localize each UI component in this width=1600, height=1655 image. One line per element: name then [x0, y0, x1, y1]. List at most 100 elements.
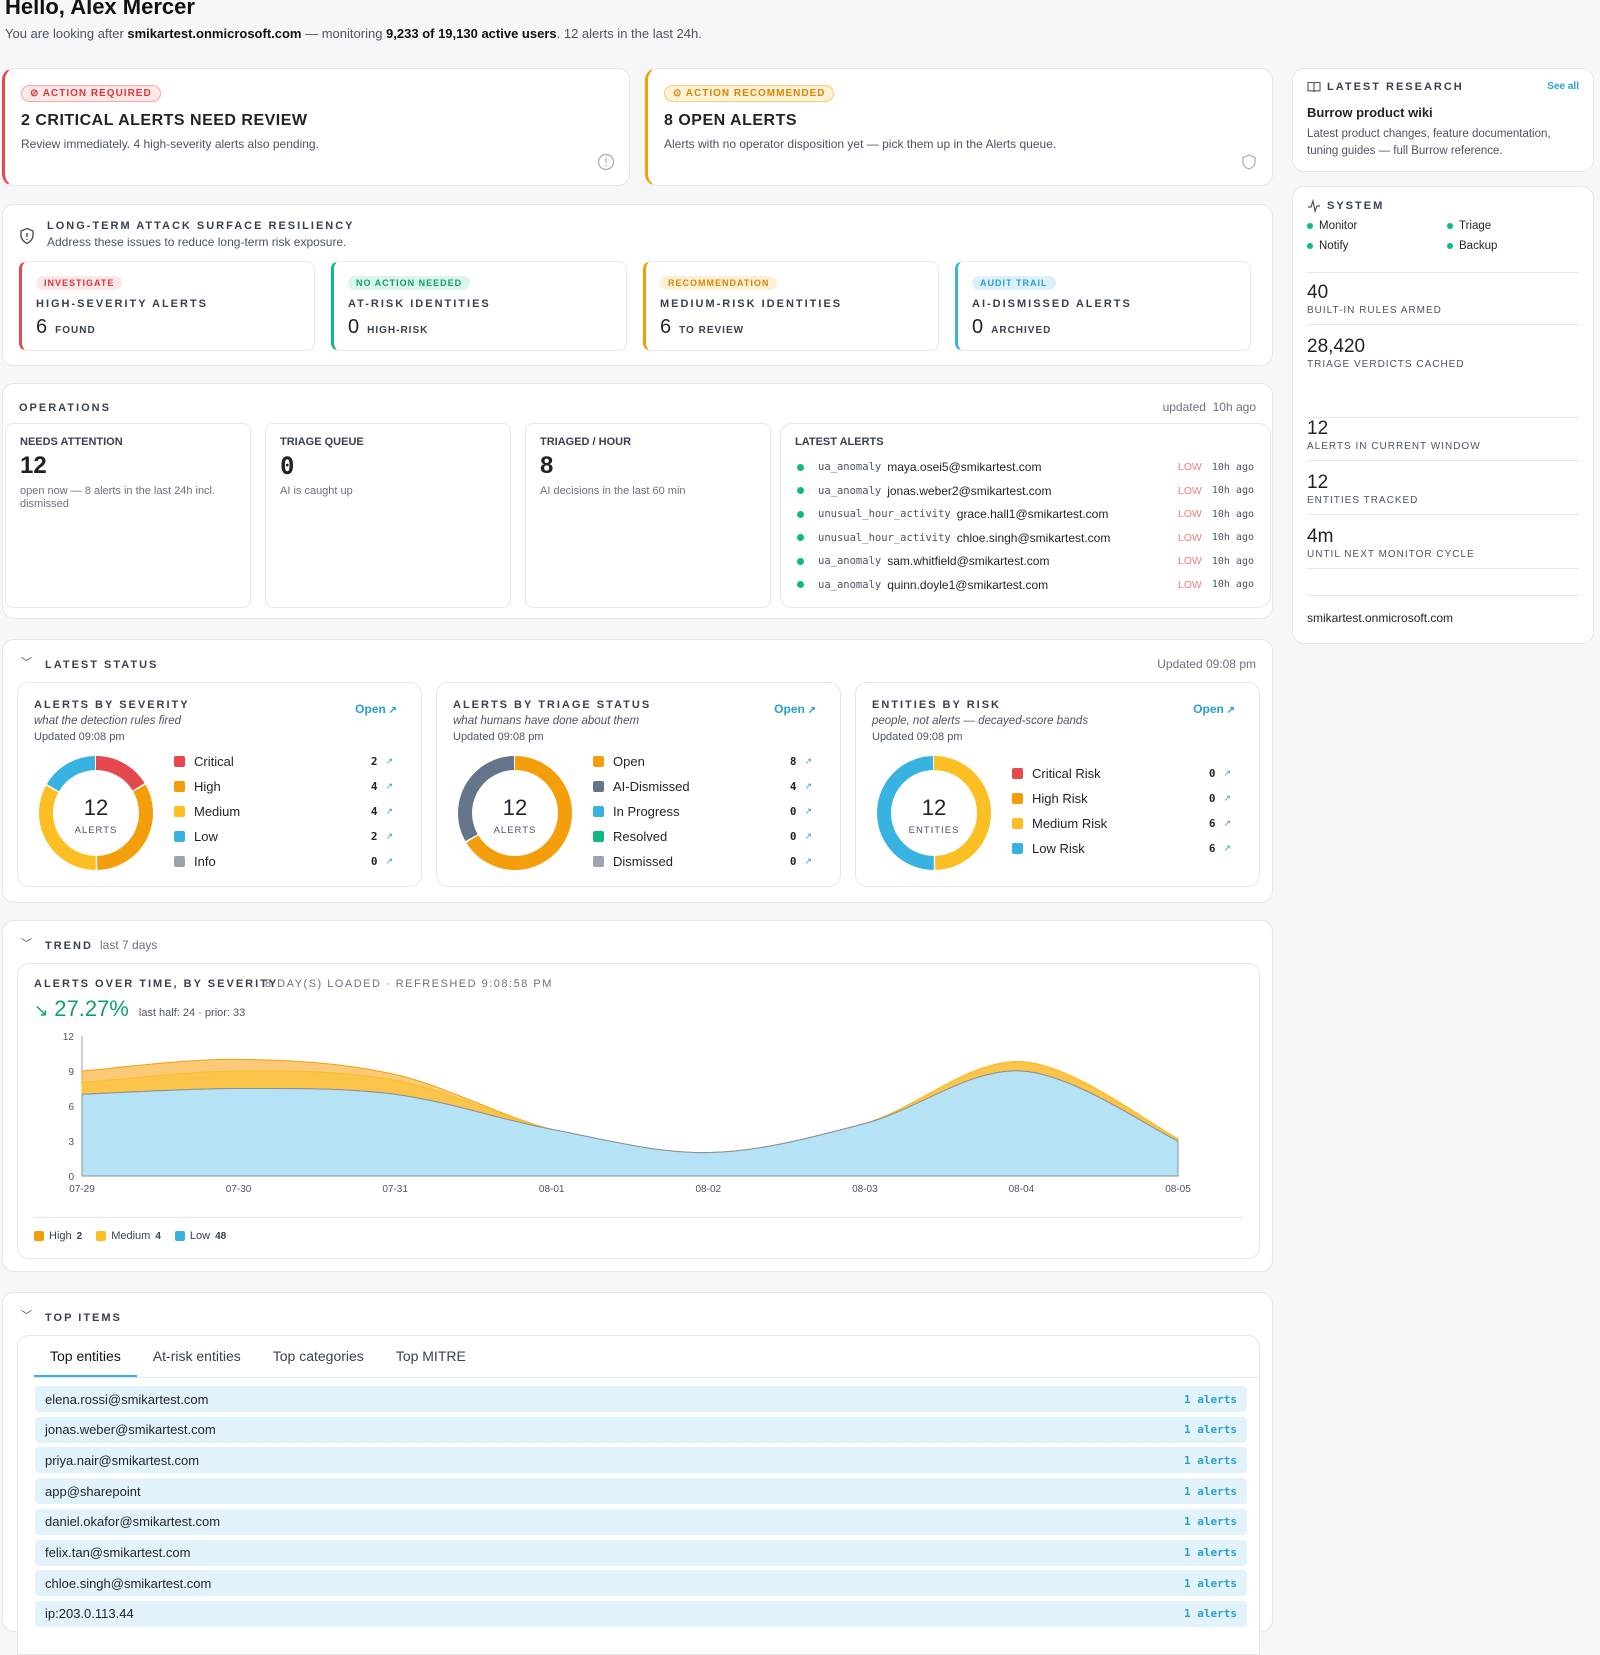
legend-label: Dismissed — [613, 854, 673, 869]
legend-label: High Risk — [1032, 791, 1088, 806]
chevron-down-icon[interactable]: ﹀ — [21, 938, 32, 950]
chevron-down-icon[interactable]: ﹀ — [21, 1310, 32, 1322]
tab-top-mitre[interactable]: Top MITRE — [395, 1348, 466, 1364]
critical-alerts-card[interactable]: ⊘ ACTION REQUIRED 2 CRITICAL ALERTS NEED… — [2, 68, 630, 186]
open-alerts-card[interactable]: ⊙ ACTION RECOMMENDED 8 OPEN ALERTS Alert… — [645, 68, 1273, 186]
resiliency-tile[interactable]: NO ACTION NEEDED AT-RISK IDENTITIES 0 HIGH-… — [331, 261, 627, 351]
y-tick-label: 12 — [63, 1032, 75, 1043]
tab-at-risk-entities[interactable]: At-risk entities — [152, 1348, 241, 1364]
research-heading[interactable]: Burrow product wiki — [1307, 105, 1433, 120]
legend-row[interactable]: Resolved 0 ↗ — [593, 824, 812, 849]
chevron-down-icon[interactable]: ﹀ — [21, 657, 32, 669]
legend-row[interactable]: Dismissed 0 ↗ — [593, 849, 812, 874]
legend-row[interactable]: In Progress 0 ↗ — [593, 799, 812, 824]
alert-severity: LOW — [1177, 578, 1202, 591]
x-tick-label: 07-29 — [69, 1184, 95, 1195]
divider — [1307, 595, 1579, 596]
top-entity-row[interactable]: daniel.okafor@smikartest.com 1 alerts — [35, 1508, 1247, 1535]
open-link[interactable]: Open ↗ — [774, 702, 816, 716]
entity-name: priya.nair@smikartest.com — [45, 1452, 200, 1468]
alert-user: grace.hall1@smikartest.com — [956, 507, 1109, 521]
legend-item[interactable]: Medium 4 — [96, 1230, 161, 1242]
legend-row[interactable]: Medium 4 ↗ — [174, 799, 393, 824]
alert-type: ua_anomaly — [818, 461, 882, 473]
resiliency-tile[interactable]: RECOMMENDATION MEDIUM-RISK IDENTITIES 6 TO … — [643, 261, 939, 351]
area-series-low-fill — [81, 1070, 1179, 1177]
tab-top-categories[interactable]: Top categories — [272, 1348, 364, 1364]
donut-slice[interactable] — [877, 756, 991, 870]
alert-user: chloe.singh@smikartest.com — [956, 530, 1111, 545]
legend-row[interactable]: Critical Risk 0 ↗ — [1012, 761, 1231, 786]
stat-label: ALERTS IN CURRENT WINDOW — [1307, 441, 1481, 452]
top-entity-row[interactable]: ip:203.0.113.44 1 alerts — [35, 1600, 1247, 1627]
legend-row[interactable]: High 4 ↗ — [174, 774, 393, 799]
top-entity-row[interactable]: app@sharepoint 1 alerts — [35, 1478, 1247, 1505]
latest-research-card[interactable]: LATEST RESEARCH See all Burrow product w… — [1292, 68, 1594, 172]
open-link[interactable]: Open ↗ — [1193, 702, 1235, 716]
donut-slice[interactable] — [877, 756, 991, 870]
x-tick-label: 08-05 — [1165, 1184, 1191, 1195]
top-entity-row[interactable]: jonas.weber@smikartest.com 1 alerts — [35, 1416, 1247, 1443]
legend-row[interactable]: Critical 2 ↗ — [174, 749, 393, 774]
top-entity-row[interactable]: elena.rossi@smikartest.com 1 alerts — [35, 1386, 1247, 1412]
legend-label: AI-Dismissed — [613, 779, 690, 794]
donut-total: 12 — [502, 795, 528, 820]
stat-value: 12 — [1307, 418, 1329, 439]
legend-row[interactable]: Low Risk 6 ↗ — [1012, 836, 1231, 861]
legend-value: 4 — [370, 780, 378, 793]
alert-type: ua_anomaly — [818, 555, 882, 567]
arrow-icon: ↗ — [385, 856, 393, 866]
legend-item[interactable]: High 2 — [34, 1230, 82, 1242]
donut-slice[interactable] — [458, 756, 572, 870]
see-all-link[interactable]: See all — [1547, 81, 1579, 92]
arrow-icon: ↗ — [1223, 768, 1231, 778]
latest-alert-row[interactable]: ua_anomaly sam.whitfield@smikartest.com LO… — [797, 551, 1254, 571]
entity-count: 1 alerts — [1184, 1453, 1237, 1467]
stat-label: TRIAGE VERDICTS CACHED — [1307, 359, 1465, 370]
open-link[interactable]: Open ↗ — [355, 702, 397, 716]
legend-row[interactable]: Low 2 ↗ — [174, 824, 393, 849]
donut-slice[interactable] — [39, 756, 153, 870]
donut-chart — [877, 756, 991, 870]
legend-row[interactable]: AI-Dismissed 4 ↗ — [593, 774, 812, 799]
status-panel-title: ALERTS BY TRIAGE STATUS — [453, 699, 652, 711]
resiliency-tile[interactable]: AUDIT TRAIL AI-DISMISSED ALERTS 0 ARCHIVED — [955, 261, 1251, 351]
latest-alerts-panel: LATEST ALERTS ua_anomaly maya.osei5@smika… — [780, 423, 1271, 608]
donut-slice[interactable] — [39, 756, 153, 870]
entity-name: jonas.weber@smikartest.com — [45, 1422, 216, 1438]
donut-slice[interactable] — [39, 756, 153, 870]
legend-row[interactable]: High Risk 0 ↗ — [1012, 786, 1231, 811]
greeting: Hello, Alex Mercer — [5, 0, 195, 19]
latest-alert-row[interactable]: ua_anomaly maya.osei5@smikartest.com LOW 10… — [797, 457, 1254, 477]
legend-row[interactable]: Info 0 ↗ — [174, 849, 393, 874]
system-tenant: smikartest.onmicrosoft.com — [1307, 611, 1454, 625]
entity-count: 1 alerts — [1184, 1392, 1237, 1406]
latest-alert-row[interactable]: ua_anomaly jonas.weber2@smikartest.com LOW… — [797, 481, 1254, 501]
top-entity-row[interactable]: felix.tan@smikartest.com 1 alerts — [35, 1539, 1247, 1566]
legend-row[interactable]: Open 8 ↗ — [593, 749, 812, 774]
donut-slice[interactable] — [458, 756, 572, 870]
alert-age: 10h ago — [1211, 532, 1254, 543]
latest-alert-row[interactable]: unusual_hour_activity grace.hall1@smikart… — [797, 504, 1254, 524]
service-status: Triage — [1447, 220, 1491, 232]
x-tick-label: 07-31 — [382, 1184, 408, 1195]
legend-row[interactable]: Medium Risk 6 ↗ — [1012, 811, 1231, 836]
alert-age: 10h ago — [1211, 555, 1254, 567]
tab-top-entities[interactable]: Top entities — [34, 1336, 137, 1377]
trend-percent: 27.27% — [54, 996, 129, 1021]
arrow-icon: ↗ — [1223, 818, 1231, 828]
legend-value: 0 — [1208, 767, 1216, 780]
resiliency-tile[interactable]: INVESTIGATE HIGH-SEVERITY ALERTS 6 FOUND — [19, 261, 315, 351]
alert-severity: LOW — [1177, 508, 1202, 520]
latest-alert-row[interactable]: ua_anomaly quinn.doyle1@smikartest.com LOW… — [797, 575, 1254, 595]
research-desc: Latest product changes, feature document… — [1307, 128, 1551, 157]
top-entity-row[interactable]: priya.nair@smikartest.com 1 alerts — [35, 1447, 1247, 1474]
top-entity-row[interactable]: chloe.singh@smikartest.com 1 alerts — [35, 1570, 1247, 1597]
user-count: 9,233 of 19,130 active users — [386, 26, 557, 41]
legend-item[interactable]: Low 48 — [174, 1230, 226, 1242]
latest-alert-row[interactable]: unusual_hour_activity chloe.singh@smikart… — [797, 528, 1254, 548]
divider — [1307, 460, 1579, 461]
divider — [1307, 272, 1579, 273]
resiliency-label: MEDIUM-RISK IDENTITIES — [660, 298, 843, 310]
action-recommended-badge: ⊙ ACTION RECOMMENDED — [664, 85, 835, 102]
